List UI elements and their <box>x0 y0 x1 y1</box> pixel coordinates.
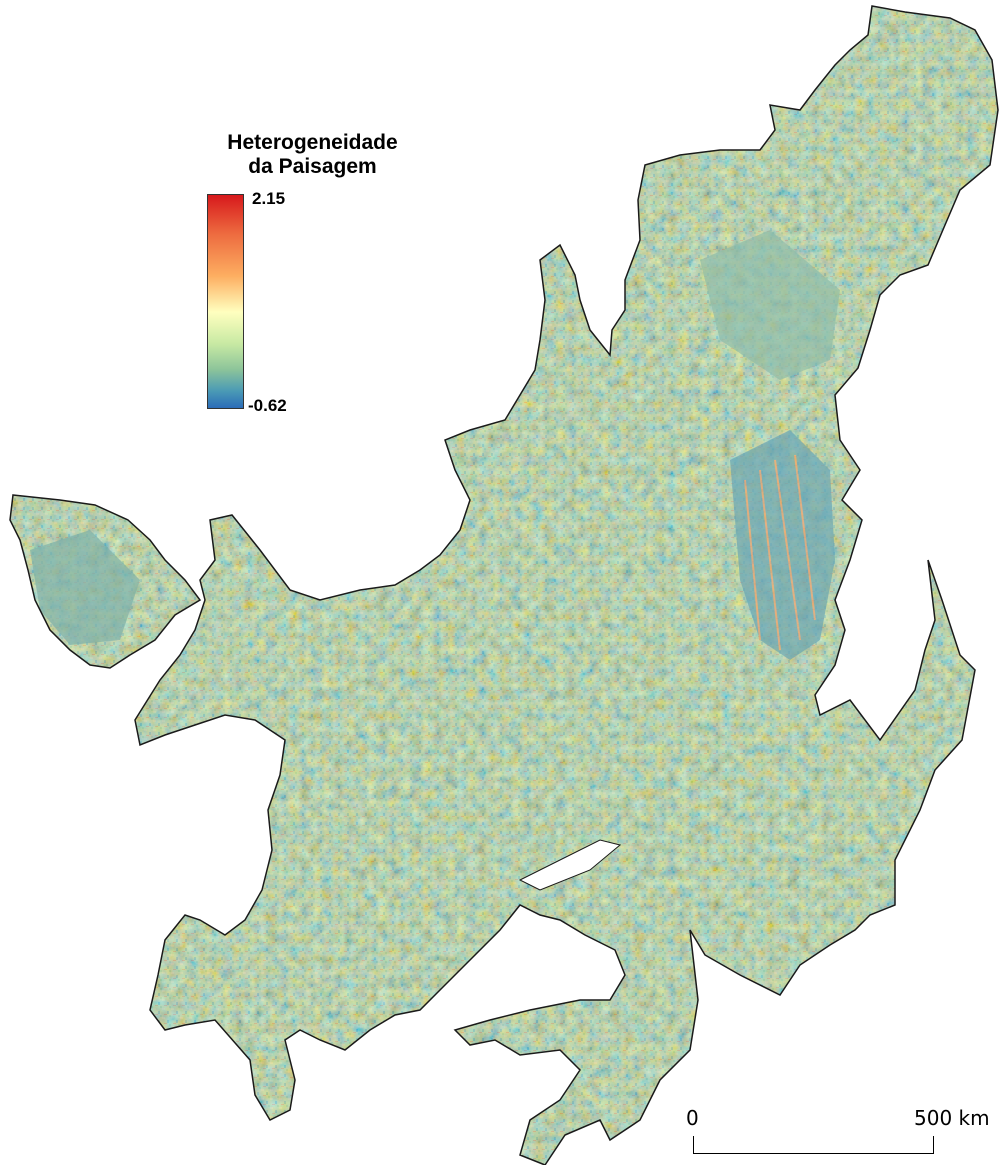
legend-title-line1: Heterogeneidade <box>227 131 398 154</box>
scale-bar-tick-end <box>933 1136 934 1154</box>
scale-bar <box>693 1134 934 1154</box>
legend-title-line2: da Paisagem <box>248 155 377 178</box>
legend-min-label: -0.62 <box>248 396 287 415</box>
legend-title: Heterogeneidade da Paisagem <box>205 131 420 179</box>
legend-max-label: 2.15 <box>252 189 286 208</box>
scale-bar-line <box>693 1153 934 1154</box>
scale-bar-tick-start <box>693 1136 694 1154</box>
scale-end-label: 500 km <box>914 1106 990 1130</box>
scale-start-label: 0 <box>686 1106 699 1130</box>
legend-color-ramp <box>207 194 244 409</box>
